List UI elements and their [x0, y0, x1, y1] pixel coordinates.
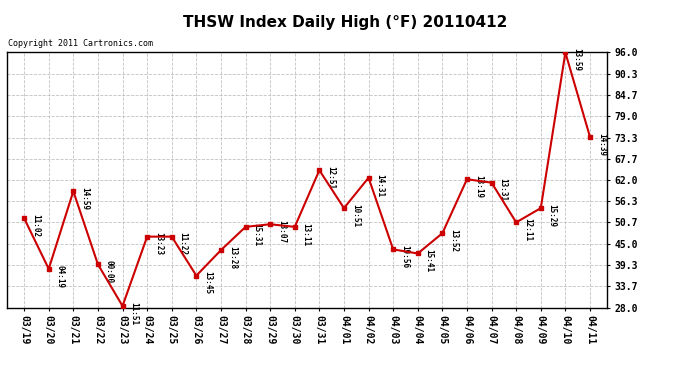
- Text: 19:56: 19:56: [400, 245, 409, 268]
- Text: 11:51: 11:51: [130, 302, 139, 325]
- Text: 13:31: 13:31: [498, 178, 508, 202]
- Text: 14:39: 14:39: [597, 133, 606, 156]
- Text: 12:51: 12:51: [326, 166, 335, 189]
- Text: 10:51: 10:51: [351, 204, 360, 227]
- Text: 00:00: 00:00: [105, 260, 114, 284]
- Text: 15:41: 15:41: [425, 249, 434, 273]
- Text: 13:52: 13:52: [449, 229, 458, 252]
- Text: 13:11: 13:11: [302, 223, 310, 246]
- Text: 11:02: 11:02: [31, 214, 40, 237]
- Text: 11:22: 11:22: [179, 232, 188, 256]
- Text: 13:07: 13:07: [277, 220, 286, 243]
- Text: 04:19: 04:19: [56, 265, 65, 288]
- Text: THSW Index Daily High (°F) 20110412: THSW Index Daily High (°F) 20110412: [183, 15, 507, 30]
- Text: 15:29: 15:29: [548, 204, 557, 227]
- Text: 14:31: 14:31: [375, 174, 384, 197]
- Text: 13:19: 13:19: [474, 175, 483, 198]
- Text: 13:28: 13:28: [228, 246, 237, 269]
- Text: 13:23: 13:23: [154, 232, 163, 256]
- Text: 15:31: 15:31: [253, 223, 262, 246]
- Text: Copyright 2011 Cartronics.com: Copyright 2011 Cartronics.com: [8, 39, 153, 48]
- Text: 13:45: 13:45: [204, 272, 213, 295]
- Text: 13:59: 13:59: [572, 48, 581, 72]
- Text: 14:59: 14:59: [80, 187, 89, 210]
- Text: 12:11: 12:11: [523, 218, 532, 242]
